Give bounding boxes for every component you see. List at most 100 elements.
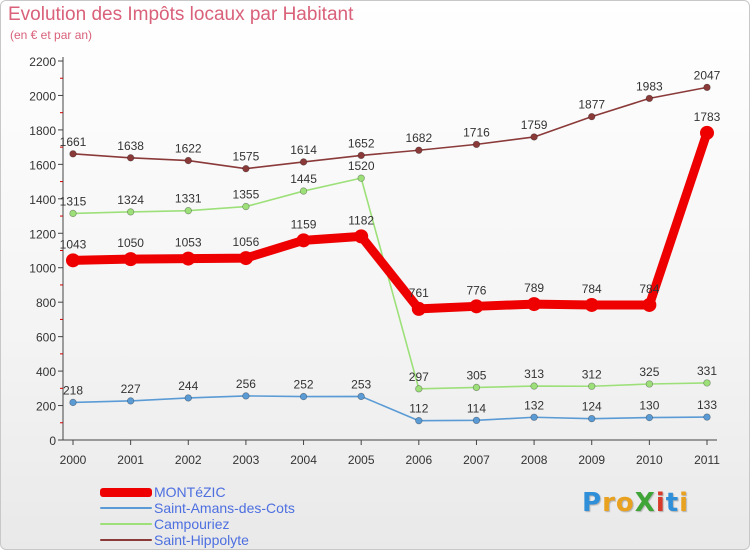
data-point-mont-zic [181,251,196,266]
x-tick-label: 2008 [521,453,548,467]
data-point-campouriez [357,174,365,182]
x-tick-label: 2002 [175,453,202,467]
data-label-mont-zic: 776 [466,283,486,297]
data-point-mont-zic [354,229,369,244]
data-point-mont-zic [123,252,138,267]
data-point-saint-amans-des-cots [184,394,192,402]
data-label-campouriez: 1520 [348,159,375,173]
data-label-mont-zic: 789 [524,281,544,295]
data-point-mont-zic [238,251,253,266]
proxiti-logo: ProXiti [582,488,689,518]
data-label-saint-hippolyte: 1575 [233,150,260,164]
data-label-saint-amans-des-cots: 227 [121,382,141,396]
data-point-campouriez [472,383,481,392]
data-label-campouriez: 331 [697,364,717,378]
data-label-saint-amans-des-cots: 130 [639,399,659,413]
legend-item-mont-zic: MONTéZIC [100,484,295,500]
y-tick-label: 2200 [29,55,56,69]
data-point-saint-amans-des-cots [645,413,654,422]
logo-letter: t [665,488,680,518]
data-point-saint-hippolyte [299,158,308,166]
data-label-saint-hippolyte: 1661 [60,135,87,149]
data-point-saint-amans-des-cots [299,392,308,401]
y-tick-label: 600 [36,331,56,345]
chart-title: Evolution des Impôts locaux par Habitant [8,4,354,25]
x-tick-label: 2010 [636,453,663,467]
data-point-saint-hippolyte [184,156,192,165]
chart-legend: MONTéZIC Saint-Amans-des-Cots Campouriez Sa… [100,484,295,548]
legend-item-saint-hippolyte: Saint-Hippolyte [100,532,295,548]
legend-item-campouriez: Campouriez [100,516,295,532]
data-label-mont-zic: 1056 [233,235,260,249]
data-label-saint-amans-des-cots: 218 [63,383,83,397]
data-point-saint-hippolyte [415,146,423,154]
y-tick-label: 1200 [29,227,56,241]
series-line-saint-amans-des-cots [72,395,708,422]
data-label-saint-hippolyte: 2047 [694,68,721,82]
data-label-saint-hippolyte: 1614 [290,143,317,157]
x-tick-label: 2011 [694,453,720,467]
series-line-saint-hippolyte [72,86,708,170]
data-point-saint-amans-des-cots [357,392,365,401]
data-point-campouriez [184,207,192,215]
data-label-campouriez: 297 [409,370,429,384]
data-point-saint-hippolyte [357,151,365,160]
data-label-mont-zic: 784 [582,282,602,296]
data-point-campouriez [703,379,711,387]
data-label-mont-zic: 784 [639,282,659,296]
logo-letter: i [679,488,690,518]
data-label-saint-amans-des-cots: 132 [524,398,544,412]
data-label-saint-hippolyte: 1983 [636,79,663,93]
data-point-campouriez [530,382,538,390]
legend-label-mont-zic: MONTéZIC [154,484,226,500]
data-point-saint-hippolyte [530,133,538,141]
y-tick-label: 400 [36,365,56,379]
data-label-campouriez: 313 [524,367,544,381]
x-tick-label: 2009 [578,453,605,467]
data-label-campouriez: 1355 [233,188,260,202]
data-point-saint-hippolyte [242,165,250,173]
data-label-campouriez: 1331 [175,192,202,206]
data-label-campouriez: 305 [466,368,486,382]
data-label-campouriez: 1445 [290,172,317,186]
data-label-campouriez: 1315 [60,194,87,208]
data-point-campouriez [415,385,423,393]
data-label-mont-zic: 1050 [117,236,144,250]
legend-item-saint-amans-des-cots: Saint-Amans-des-Cots [100,500,295,516]
y-tick-label: 2000 [29,89,56,103]
data-point-campouriez [588,382,596,390]
data-label-saint-hippolyte: 1877 [578,98,605,112]
chart-subtitle: (en € et par an) [10,28,93,42]
y-tick-label: 200 [36,400,56,414]
data-point-saint-amans-des-cots [472,416,481,425]
data-label-mont-zic: 1043 [60,237,87,251]
data-label-campouriez: 1324 [117,193,144,207]
x-tick-label: 2001 [117,453,144,467]
data-label-saint-amans-des-cots: 112 [409,402,428,416]
data-label-mont-zic: 761 [409,286,429,300]
data-label-saint-hippolyte: 1638 [117,139,144,153]
data-point-campouriez [299,187,308,195]
x-tick-label: 2005 [348,453,375,467]
logo-letter: r [602,488,616,518]
data-label-saint-hippolyte: 1652 [348,136,375,150]
series-line-campouriez [72,177,708,390]
legend-label-saint-amans-des-cots: Saint-Amans-des-Cots [154,500,295,516]
data-label-saint-hippolyte: 1622 [175,142,202,156]
data-label-saint-amans-des-cots: 252 [294,378,314,392]
data-point-mont-zic [700,125,714,140]
legend-label-campouriez: Campouriez [154,516,230,532]
x-tick-label: 2003 [233,453,260,467]
logo-letter: o [615,488,635,518]
logo-letter: i [655,488,666,518]
data-point-saint-amans-des-cots [530,413,538,421]
data-label-saint-amans-des-cots: 124 [582,400,602,414]
data-point-mont-zic [296,233,311,248]
data-point-mont-zic [66,253,80,268]
x-tick-label: 2007 [463,453,490,467]
y-tick-label: 1400 [29,193,56,207]
logo-letter: X [634,488,656,518]
legend-swatch-campouriez [100,523,152,525]
